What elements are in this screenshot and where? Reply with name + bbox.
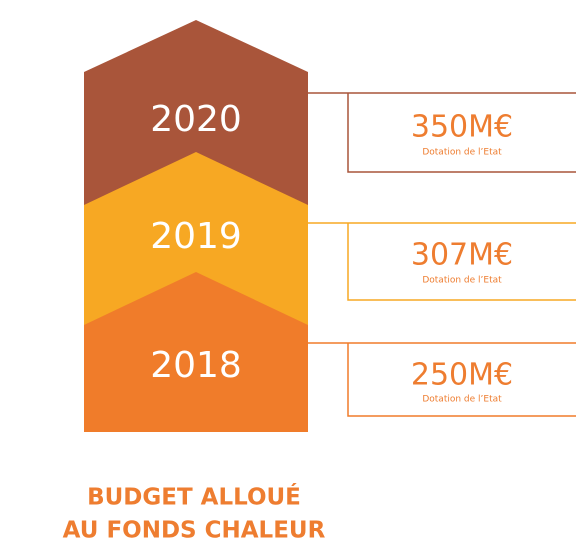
caption: Dotation de l’Etat bbox=[422, 148, 502, 158]
caption: Dotation de l’Etat bbox=[422, 276, 502, 286]
amount: 307M€ bbox=[411, 238, 513, 273]
title-line: AU FONDS CHALEUR bbox=[63, 518, 326, 544]
box-outline bbox=[347, 93, 576, 173]
amount: 250M€ bbox=[411, 358, 513, 393]
amount: 350M€ bbox=[411, 110, 513, 145]
level-shape bbox=[84, 272, 308, 432]
year-label: 2018 bbox=[150, 345, 242, 386]
level-shape bbox=[84, 152, 308, 325]
year-label: 2020 bbox=[150, 99, 242, 140]
box-outline bbox=[347, 343, 576, 417]
title-line: BUDGET ALLOUÉ bbox=[87, 483, 301, 511]
box-outline bbox=[347, 223, 576, 301]
caption: Dotation de l’Etat bbox=[422, 395, 502, 405]
level-shape bbox=[84, 20, 308, 205]
year-label: 2019 bbox=[150, 216, 242, 257]
